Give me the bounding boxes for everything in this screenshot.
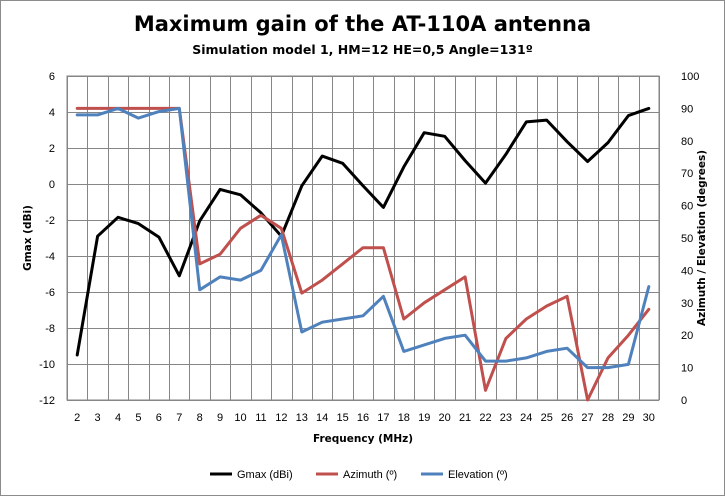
y2-tick-label-3: 30 [681, 298, 693, 310]
legend: Gmax (dBi) Azimuth (º) Elevation (º) [210, 469, 508, 481]
y2-tick-label-0: 0 [681, 395, 687, 407]
y2-tick-label-4: 40 [681, 265, 693, 277]
x-tick-label-19: 21 [459, 412, 471, 424]
y2-tick-label-10: 100 [681, 71, 699, 83]
x-tick-label-0: 2 [74, 412, 80, 424]
y-tick-label-0: -12 [39, 395, 55, 407]
x-tick-label-23: 25 [541, 412, 553, 424]
y2-tick-label-8: 80 [681, 136, 693, 148]
y-tick-label-5: -2 [45, 215, 55, 227]
y2-tick-label-5: 50 [681, 233, 693, 245]
y-tick-label-3: -6 [45, 287, 55, 299]
series-line-1 [75, 106, 651, 402]
x-tick-label-24: 26 [561, 412, 573, 424]
legend-label-1: Azimuth (º) [343, 469, 397, 481]
left-axis-ticks: -12 -10 -8 -6 -4 -2 0 2 4 6 [39, 71, 55, 407]
x-tick-label-18: 20 [439, 412, 451, 424]
y2-tick-label-7: 70 [681, 168, 693, 180]
right-axis-ticks: 0 10 20 30 40 50 60 70 80 90 100 [681, 71, 699, 407]
x-tick-label-26: 28 [602, 412, 614, 424]
x-tick-label-25: 27 [581, 412, 593, 424]
series-line-2 [75, 106, 651, 370]
y2-tick-label-1: 10 [681, 363, 693, 375]
chart-title: Maximum gain of the AT-110A antenna [133, 12, 592, 36]
x-tick-label-13: 15 [336, 412, 348, 424]
x-tick-label-16: 18 [398, 412, 410, 424]
x-tick-label-4: 6 [156, 412, 162, 424]
x-tick-label-22: 24 [520, 412, 532, 424]
x-tick-label-2: 4 [115, 412, 121, 424]
legend-label-2: Elevation (º) [448, 469, 508, 481]
x-tick-label-15: 17 [377, 412, 389, 424]
x-tick-label-3: 5 [135, 412, 141, 424]
x-tick-label-8: 10 [234, 412, 246, 424]
x-tick-label-1: 3 [95, 412, 101, 424]
x-tick-label-9: 11 [255, 412, 266, 424]
plot-area [66, 75, 660, 401]
y2-axis-title: Azimuth / Elevation (degrees) [696, 150, 708, 326]
x-tick-label-14: 16 [357, 412, 369, 424]
y-tick-label-9: 6 [49, 71, 55, 83]
x-tick-label-12: 14 [316, 412, 328, 424]
x-tick-label-21: 23 [500, 412, 512, 424]
x-tick-label-28: 30 [643, 412, 655, 424]
x-tick-label-5: 7 [176, 412, 182, 424]
y2-tick-label-6: 60 [681, 201, 693, 213]
x-tick-label-20: 22 [479, 412, 491, 424]
y-tick-label-2: -8 [45, 323, 55, 335]
y-tick-label-8: 4 [49, 107, 55, 119]
x-axis-title: Frequency (MHz) [313, 433, 413, 445]
y-tick-label-1: -10 [39, 359, 55, 371]
x-tick-label-10: 12 [275, 412, 287, 424]
x-tick-label-17: 19 [418, 412, 430, 424]
chart-subtitle: Simulation model 1, HM=12 HE=0,5 Angle=1… [192, 42, 533, 57]
x-tick-label-7: 9 [217, 412, 223, 424]
series-lines [75, 106, 651, 402]
x-tick-label-27: 29 [622, 412, 634, 424]
y-axis-title: Gmax (dBi) [22, 205, 34, 271]
series-line-0 [75, 106, 651, 357]
x-tick-label-11: 13 [296, 412, 308, 424]
y-tick-label-4: -4 [45, 251, 55, 263]
x-tick-label-6: 8 [197, 412, 203, 424]
y2-tick-label-2: 20 [681, 330, 693, 342]
y2-tick-label-9: 90 [681, 103, 693, 115]
y-tick-label-6: 0 [49, 179, 55, 191]
legend-label-0: Gmax (dBi) [237, 469, 293, 481]
y-tick-label-7: 2 [49, 143, 55, 155]
x-axis-ticks: 2 3 4 5 6 7 8 9 10 11 12 13 14 15 16 17 18 19 20 21 22 23 24 25… [74, 412, 655, 424]
